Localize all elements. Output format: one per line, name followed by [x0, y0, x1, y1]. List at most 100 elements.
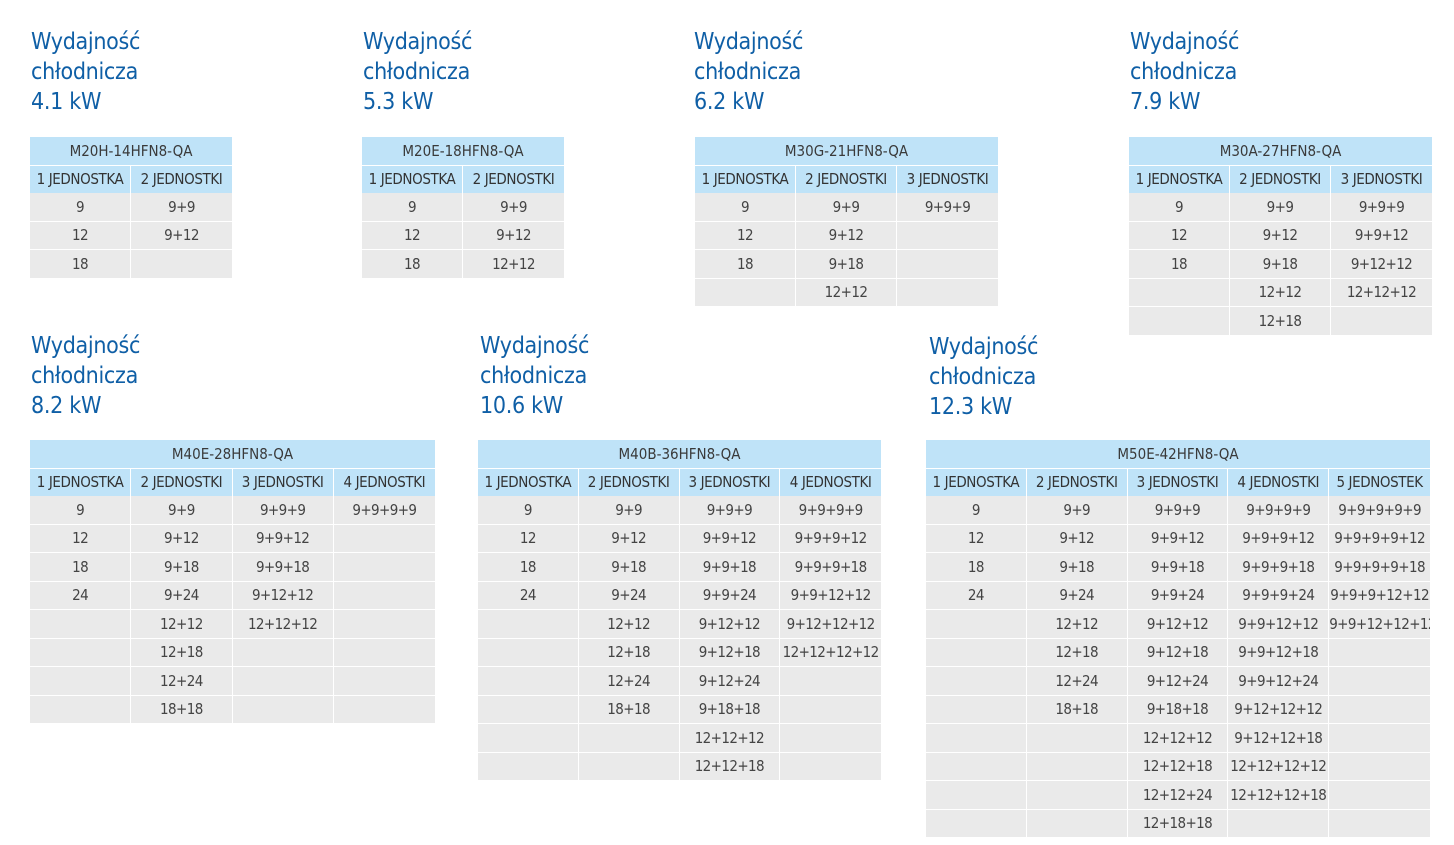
table-cell: 9+9+9: [679, 496, 781, 525]
table-cell: 9+9+9+18: [780, 553, 881, 582]
table-cell: 12+12+12: [1331, 278, 1432, 307]
table-cell: 9+18: [578, 553, 680, 582]
table-cell: 12+12: [1026, 610, 1128, 639]
table-row: 18+18 9+18+18 9+12+12+12: [926, 695, 1430, 724]
table-row: 9 9+9 9+9+9 9+9+9+9 9+9+9+9+9: [926, 496, 1430, 525]
table-cell: 9+9+9+9+9: [1329, 496, 1430, 525]
table-cell: [1329, 724, 1430, 753]
table-cell: 9+12+24: [679, 667, 781, 696]
model-row: M30A-27HFN8-QA: [1129, 137, 1432, 166]
table-row: 12 9+12 9+9+12 9+9+9+12: [478, 524, 881, 553]
caption-line: chłodnicza: [1130, 59, 1237, 85]
column-header: 4 JEDNOSTKI: [333, 468, 435, 496]
caption-line: Wydajność: [929, 334, 1039, 360]
table-row: 12 9+12 9+9+12: [30, 524, 435, 553]
column-header: 1 JEDNOSTKA: [30, 165, 131, 193]
table-row: 12+18+18: [926, 809, 1430, 838]
column-header: 1 JEDNOSTKA: [30, 468, 132, 496]
table-row: 9 9+9: [30, 193, 232, 222]
model-row: M40B-36HFN8-QA: [478, 440, 881, 469]
table-cell: 24: [478, 581, 579, 610]
table-cell: [30, 695, 132, 724]
table-cell: [926, 809, 1027, 838]
table-row: 12+12+24 12+12+12+18: [926, 781, 1430, 810]
table-cell: 9+12+18: [1127, 638, 1229, 667]
table-cell: 9: [362, 193, 463, 222]
spec-table: M20E-18HFN8-QA 1 JEDNOSTKA 2 JEDNOSTKI 9 9+9…: [362, 137, 564, 279]
table-cell: [695, 278, 796, 307]
table-cell: [1329, 638, 1430, 667]
table-cell: [926, 781, 1027, 810]
header-row: 1 JEDNOSTKA 2 JEDNOSTKI 3 JEDNOSTKI 4 JEDNO…: [926, 468, 1430, 496]
table-cell: 12+18: [131, 638, 233, 667]
table-cell: 12+12: [463, 250, 564, 279]
header-row: 1 JEDNOSTKA 2 JEDNOSTKI 3 JEDNOSTKI 4 JEDNO…: [478, 468, 881, 496]
table-cell: [1228, 809, 1330, 838]
table-cell: 18: [695, 250, 796, 279]
caption-line: chłodnicza: [694, 59, 801, 85]
table-cell: 9+18+18: [1127, 695, 1229, 724]
capacity-caption: Wydajność chłodnicza 4.1 kW: [31, 27, 140, 117]
column-header: 3 JEDNOSTKI: [232, 468, 334, 496]
table-cell: [478, 724, 579, 753]
table-cell: [1329, 752, 1430, 781]
column-header: 4 JEDNOSTKI: [780, 468, 881, 496]
table-cell: [780, 752, 881, 781]
caption-line: chłodnicza: [363, 59, 470, 85]
table-cell: [780, 724, 881, 753]
caption-line: chłodnicza: [480, 363, 587, 389]
table-cell: 12: [695, 221, 796, 250]
table-row: 18: [30, 250, 232, 279]
model-name: M50E-42HFN8-QA: [926, 440, 1430, 469]
table-row: 18 9+18 9+9+18 9+9+9+18: [478, 553, 881, 582]
table-cell: [333, 524, 435, 553]
caption-value: 5.3 kW: [363, 89, 434, 115]
table-cell: 9: [926, 496, 1027, 525]
table-row: 12+12+12: [478, 724, 881, 753]
table-cell: 24: [926, 581, 1027, 610]
table-row: 18 9+18 9+9+18 9+9+9+18 9+9+9+9+18: [926, 553, 1430, 582]
table-cell: 9+12+18: [679, 638, 781, 667]
table-cell: 9+9+9: [232, 496, 334, 525]
caption-value: 4.1 kW: [31, 89, 102, 115]
header-row: 1 JEDNOSTKA 2 JEDNOSTKI: [30, 165, 232, 193]
table-cell: 9+9+9+24: [1228, 581, 1330, 610]
table-row: 9 9+9 9+9+9 9+9+9+9: [30, 496, 435, 525]
table-row: 12+12 9+12+12 9+12+12+12: [478, 610, 881, 639]
column-header: 2 JEDNOSTKI: [131, 468, 233, 496]
spec-table: M50E-42HFN8-QA 1 JEDNOSTKA 2 JEDNOSTKI 3 JE…: [926, 440, 1430, 838]
table-cell: [1329, 695, 1430, 724]
table-cell: [30, 667, 132, 696]
table-row: 12+18: [30, 638, 435, 667]
table-cell: 12+12: [578, 610, 680, 639]
column-header: 2 JEDNOSTKI: [578, 468, 680, 496]
table-cell: 12+12+12+18: [1228, 781, 1330, 810]
table-row: 18+18: [30, 695, 435, 724]
table-cell: 12+12: [796, 278, 897, 307]
table-row: 12 9+12 9+9+12: [1129, 221, 1432, 250]
table-cell: 18: [30, 553, 132, 582]
table-cell: [333, 553, 435, 582]
table-cell: 9+12+24: [1127, 667, 1229, 696]
table-cell: 12+18: [1026, 638, 1128, 667]
column-header: 2 JEDNOSTKI: [131, 165, 232, 193]
table-cell: 9+12+12: [1127, 610, 1229, 639]
table-cell: 9: [30, 496, 132, 525]
capacity-caption: Wydajność chłodnicza 12.3 kW: [929, 332, 1038, 422]
table-cell: [1129, 278, 1230, 307]
capacity-caption: Wydajność chłodnicza 6.2 kW: [694, 27, 803, 117]
table-cell: [1026, 752, 1128, 781]
table-cell: 18+18: [1026, 695, 1128, 724]
table-row: 24 9+24 9+12+12: [30, 581, 435, 610]
header-row: 1 JEDNOSTKA 2 JEDNOSTKI 3 JEDNOSTKI 4 JEDNO…: [30, 468, 435, 496]
table-cell: 12+12+12: [232, 610, 334, 639]
table-cell: [926, 752, 1027, 781]
table-cell: 9+9+9+12: [780, 524, 881, 553]
table-cell: 9+9: [1230, 193, 1331, 222]
caption-line: chłodnicza: [31, 363, 138, 389]
table-row: 18 9+18 9+9+18: [30, 553, 435, 582]
table-cell: [232, 638, 334, 667]
table-cell: 9: [478, 496, 579, 525]
column-header: 2 JEDNOSTKI: [796, 165, 897, 193]
table-cell: [926, 667, 1027, 696]
